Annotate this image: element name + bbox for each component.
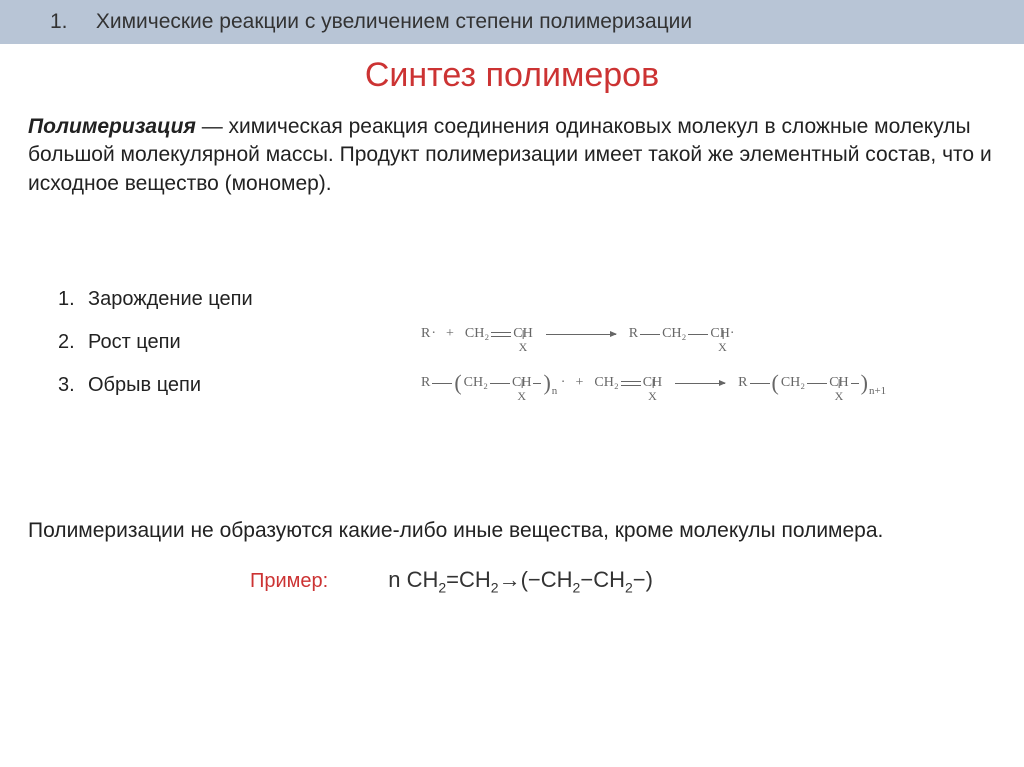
reaction-arrow <box>675 383 725 384</box>
open-paren: ( <box>453 370 462 396</box>
example-formula: n CH2=CH2→(−CH2−CH2−) <box>388 567 653 595</box>
definition-term: Полимеризация <box>28 115 196 138</box>
section-number: 1. <box>20 10 90 34</box>
single-bond <box>688 334 708 335</box>
close-paren: ) <box>542 370 551 396</box>
example-label: Пример: <box>250 570 328 593</box>
subscript-n1: n+1 <box>869 385 886 397</box>
reaction-arrow <box>546 334 616 335</box>
single-bond <box>807 383 827 384</box>
single-bond <box>432 383 452 384</box>
atom-label: CH₂ <box>661 326 687 342</box>
close-paren: ) <box>860 370 869 396</box>
atom-label: R <box>737 375 748 391</box>
double-bond <box>621 381 641 386</box>
atom-label: CHX <box>642 375 663 391</box>
step-number: 3. <box>28 374 88 397</box>
single-bond <box>640 334 660 335</box>
atom-label: CHX <box>512 326 533 342</box>
equation-initiation: R · + CH₂ CHX R CH₂ CH·X <box>420 326 1000 342</box>
step-number: 1. <box>28 288 88 311</box>
step-label: Зарождение цепи <box>88 288 388 311</box>
radical-dot: · <box>561 375 566 391</box>
step-row: 1. Зарождение цепи <box>28 288 996 311</box>
single-bond <box>750 383 770 384</box>
step-label: Рост цепи <box>88 331 388 354</box>
subscript-n: n <box>552 385 558 397</box>
page-title: Синтез полимеров <box>0 56 1024 95</box>
equation-propagation: R ( CH₂ CHX ) n · + CH₂ CHX R ( CH₂ CHX … <box>420 370 1000 396</box>
atom-label: CH₂ <box>780 375 806 391</box>
single-bond <box>851 383 859 384</box>
step-label: Обрыв цепи <box>88 374 388 397</box>
section-title: Химические реакции с увеличением степени… <box>96 10 692 33</box>
example-row: Пример: n CH2=CH2→(−CH2−CH2−) <box>0 567 1024 595</box>
definition-dash: — <box>196 115 229 138</box>
radical-dot: · <box>431 326 436 342</box>
open-paren: ( <box>771 370 780 396</box>
plus-sign: + <box>446 326 454 342</box>
equations-block: R · + CH₂ CHX R CH₂ CH·X R ( CH₂ CHX ) <box>420 326 1000 424</box>
definition-paragraph: Полимеризация — химическая реакция соеди… <box>0 113 1024 198</box>
atom-label: CH·X <box>709 326 735 342</box>
single-bond <box>490 383 510 384</box>
single-bond <box>533 383 541 384</box>
atom-label: CH₂ <box>593 375 619 391</box>
double-bond <box>491 332 511 337</box>
step-number: 2. <box>28 331 88 354</box>
atom-label: R <box>420 326 431 342</box>
atom-label: CH₂ <box>464 326 490 342</box>
atom-label: CHX <box>511 375 532 391</box>
atom-label: CHX <box>828 375 849 391</box>
atom-label: CH₂ <box>463 375 489 391</box>
section-header: 1. Химические реакции с увеличением степ… <box>0 0 1024 44</box>
atom-label: R <box>420 375 431 391</box>
atom-label: R <box>628 326 639 342</box>
footer-paragraph: Полимеризации не образуются какие-либо и… <box>0 517 1024 545</box>
plus-sign: + <box>575 375 583 391</box>
